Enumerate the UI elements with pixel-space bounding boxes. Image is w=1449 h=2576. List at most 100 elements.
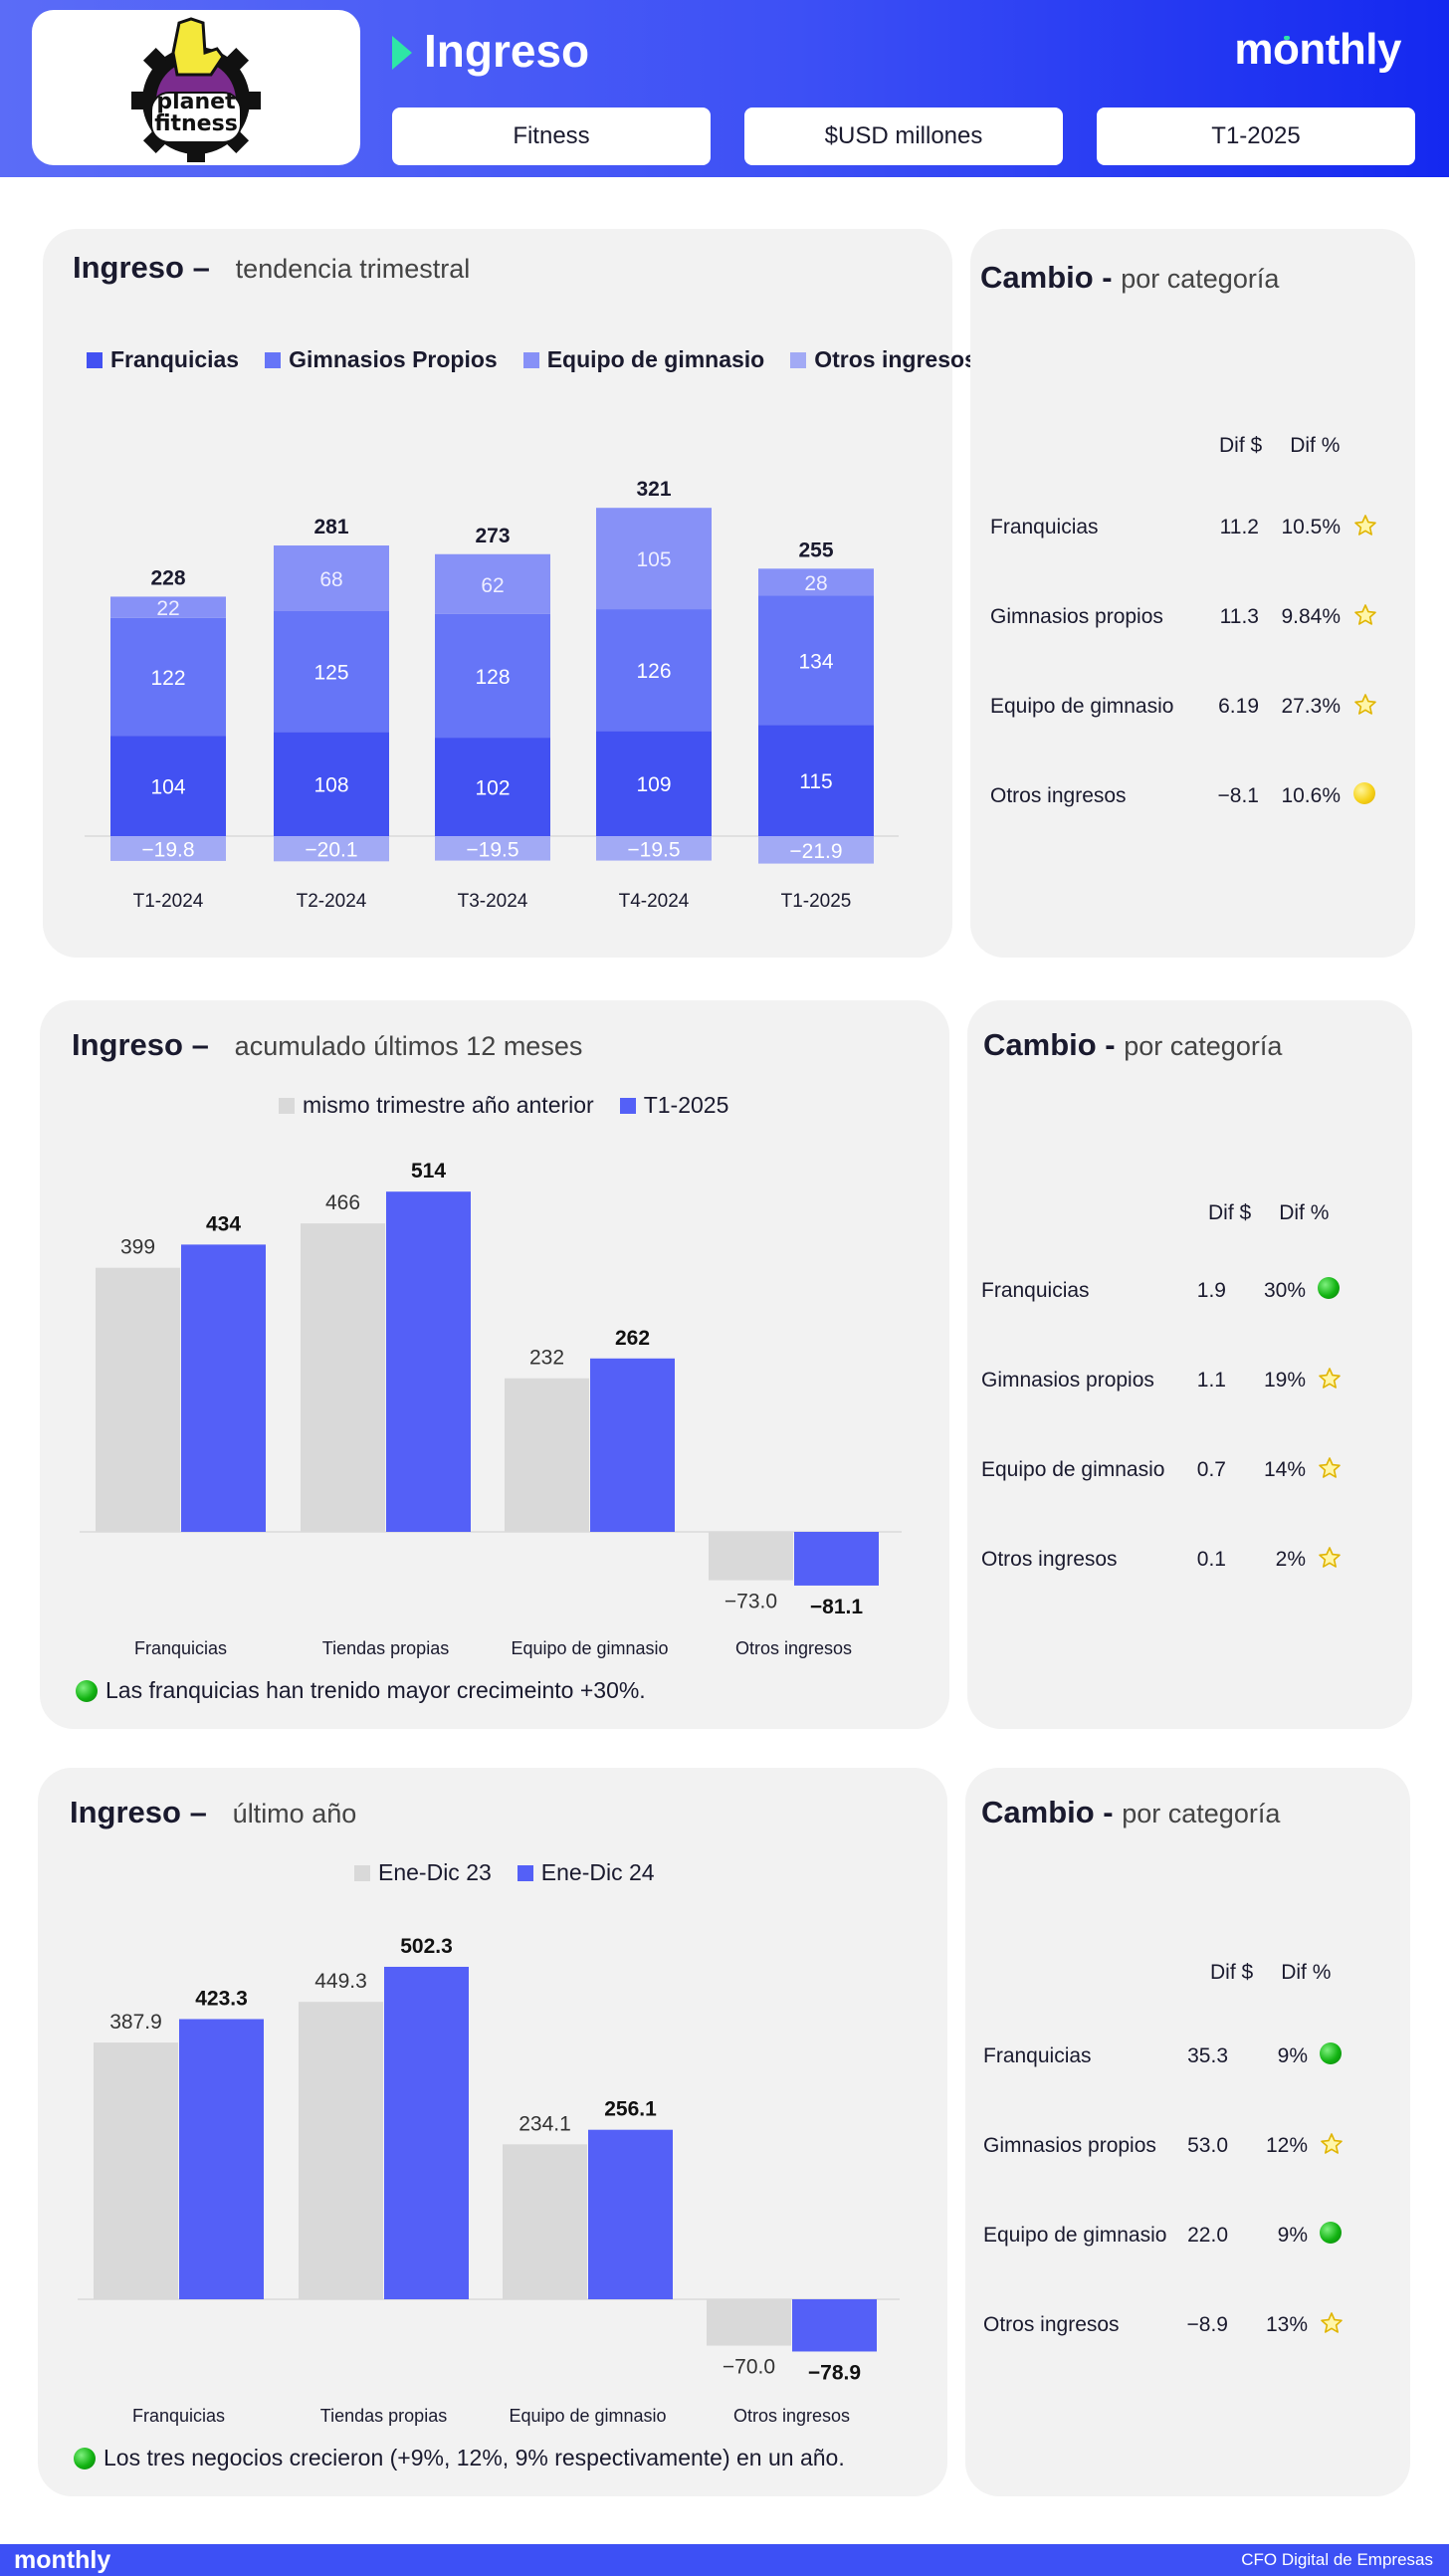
legend-label: mismo trimestre año anterior xyxy=(303,1092,594,1118)
value-label: 262 xyxy=(615,1327,650,1350)
bar xyxy=(709,1532,793,1581)
change2-title-main: Cambio - xyxy=(983,1027,1116,1062)
bar xyxy=(96,1267,180,1532)
row-label: Franquicias xyxy=(983,2044,1092,2067)
legend-label: Equipo de gimnasio xyxy=(546,346,765,372)
star-icon xyxy=(1318,1367,1342,1391)
change-row: Franquicias 1.9 30% xyxy=(981,1277,1399,1309)
row-dif-pct: 10.5% xyxy=(1281,516,1341,538)
change2-title: Cambio - por categoría xyxy=(983,1024,1282,1067)
bar-segment xyxy=(435,613,550,739)
row-dif-usd: 35.3 xyxy=(1187,2044,1228,2067)
segment-label: 108 xyxy=(313,774,348,797)
bar-segment xyxy=(435,553,550,614)
legend-swatch xyxy=(619,1097,636,1114)
segment-label: 62 xyxy=(481,574,504,597)
bar xyxy=(386,1191,471,1532)
legend-swatch xyxy=(522,351,539,368)
quarterly-trend-panel: Ingreso – tendencia trimestral Franquici… xyxy=(43,229,977,958)
x-tick-label: T1-2025 xyxy=(781,891,852,912)
x-tick-label: Tiendas propias xyxy=(320,2406,447,2426)
x-tick-label: T2-2024 xyxy=(297,891,367,912)
value-label: 434 xyxy=(206,1212,241,1235)
green-dot-icon xyxy=(1318,1277,1342,1301)
value-label: 232 xyxy=(529,1347,564,1370)
table-header: Dif $ Dif % xyxy=(1219,434,1340,458)
row-dif-pct: 9% xyxy=(1277,2224,1308,2247)
title-arrow-icon xyxy=(392,36,412,70)
logo-text-1: planet xyxy=(156,90,236,114)
bar xyxy=(590,1358,675,1532)
logo-text-2: fitness xyxy=(154,111,238,136)
legend-current: T1-2025 xyxy=(619,1092,728,1119)
section3-legend: Ene-Dic 23 Ene-Dic 24 xyxy=(354,1859,655,1886)
row-dif-usd: −8.9 xyxy=(1186,2313,1228,2336)
row-label: Franquicias xyxy=(981,1279,1090,1302)
logo: planet fitness xyxy=(32,10,360,165)
total-label: 273 xyxy=(475,525,510,547)
change3-subtitle: por categoría xyxy=(1122,1799,1281,1828)
bar xyxy=(94,2042,178,2299)
row-dif-pct: 14% xyxy=(1263,1458,1306,1481)
value-label: 399 xyxy=(120,1236,155,1259)
change-row: Equipo de gimnasio 22.0 9% xyxy=(983,2222,1401,2254)
legend-label: Gimnasios Propios xyxy=(289,346,498,372)
section2-note-text: Las franquicias han trenido mayor crecim… xyxy=(105,1677,646,1703)
change-table-2: Dif $ Dif % Franquicias 1.9 30% Gimnasios pro… xyxy=(981,1201,1399,1600)
value-label: 387.9 xyxy=(109,2011,162,2034)
bar-segment xyxy=(758,568,874,596)
filter-industry[interactable]: Fitness xyxy=(392,107,711,165)
row-dif-usd: 53.0 xyxy=(1187,2134,1228,2157)
change1-title: Cambio - por categoría xyxy=(980,257,1279,300)
bar xyxy=(794,1532,879,1586)
row-dif-pct: 13% xyxy=(1265,2313,1308,2336)
change-row: Gimnasios propios 1.1 19% xyxy=(981,1367,1399,1398)
total-label: 321 xyxy=(636,478,671,501)
header-dif-usd: Dif $ xyxy=(1219,434,1263,457)
segment-label: 134 xyxy=(798,650,833,673)
table-header: Dif $ Dif % xyxy=(1210,1961,1331,1985)
filter-units[interactable]: $USD millones xyxy=(744,107,1063,165)
green-dot-icon xyxy=(1320,2222,1344,2246)
change-row: Franquicias 11.2 10.5% xyxy=(990,515,1408,545)
row-dif-usd: 0.1 xyxy=(1196,1548,1226,1571)
section1-title-main: Ingreso – xyxy=(73,250,210,285)
segment-label: 22 xyxy=(156,597,179,620)
value-label: 466 xyxy=(325,1191,360,1214)
bar xyxy=(707,2299,791,2346)
value-label: 256.1 xyxy=(604,2098,657,2121)
bar-segment xyxy=(274,732,389,836)
segment-label: 109 xyxy=(636,773,671,796)
green-dot-icon xyxy=(1320,2042,1344,2066)
star-icon xyxy=(1318,1456,1342,1480)
row-label: Gimnasios propios xyxy=(981,1369,1154,1392)
row-label: Equipo de gimnasio xyxy=(990,695,1174,718)
bar-segment xyxy=(758,595,874,726)
segment-label: 115 xyxy=(799,770,832,793)
planet-fitness-logo-icon xyxy=(131,17,261,162)
row-dif-usd: 1.1 xyxy=(1196,1369,1226,1392)
change2-subtitle: por categoría xyxy=(1124,1031,1283,1061)
bar-segment xyxy=(110,736,226,836)
legend-franquicias: Franquicias xyxy=(87,346,239,373)
change-table-1: Dif $ Dif % Franquicias 11.2 10.5% Gimnasios … xyxy=(990,434,1408,832)
value-label: 449.3 xyxy=(314,1970,367,1993)
bar xyxy=(792,2299,877,2352)
legend-label: Franquicias xyxy=(110,346,240,372)
row-label: Otros ingresos xyxy=(983,2313,1120,2336)
grouped-bar-chart-annual: 387.9 423.3 Franquicias 449.3 502.3 Tiendas p… xyxy=(78,1935,900,2426)
row-dif-usd: 0.7 xyxy=(1196,1458,1226,1481)
change-row: Otros ingresos −8.1 10.6% xyxy=(990,782,1408,814)
brand-logo: monthly xyxy=(1234,25,1401,74)
green-dot-icon xyxy=(74,2447,96,2469)
change3-title-main: Cambio - xyxy=(981,1795,1114,1829)
header: planet fitness Ingreso monthly Fitness $… xyxy=(0,0,1449,177)
filter-period[interactable]: T1-2025 xyxy=(1097,107,1415,165)
segment-label: 105 xyxy=(636,548,671,571)
value-label: −70.0 xyxy=(723,2356,775,2379)
logo-text: planet fitness xyxy=(32,92,360,135)
segment-label: 128 xyxy=(475,666,510,689)
bar xyxy=(299,2002,383,2299)
total-label: 255 xyxy=(798,538,833,561)
value-label: 234.1 xyxy=(518,2112,571,2135)
